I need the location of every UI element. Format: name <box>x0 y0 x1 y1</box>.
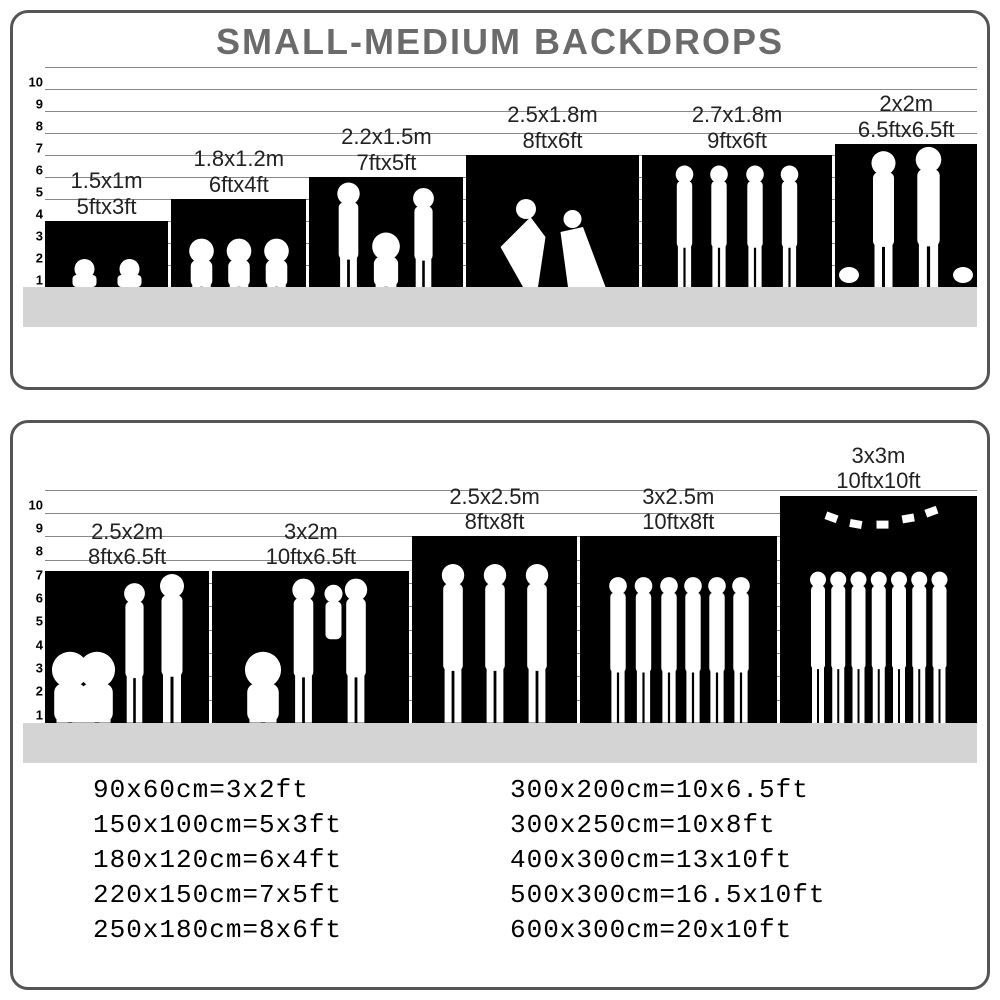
y-tick: 7 <box>36 567 43 582</box>
bars-top: 1.5x1m5ftx3ft1.8x1.2m6ftx4ft2.2x1.5m7ftx… <box>45 67 977 287</box>
conversion-right-col: 300x200cm=10x6.5ft300x250cm=10x8ft400x30… <box>510 773 927 948</box>
backdrop-bar <box>412 536 576 723</box>
backdrop-item: 1.8x1.2m6ftx4ft <box>171 67 306 287</box>
bottom-panel: 1 2 3 4 5 6 7 8 9 10 2.5x2m8ftx6.5ft3x2m10ftx6.5f… <box>10 420 990 990</box>
backdrop-label: 3x3m10ftx10ft <box>780 443 977 494</box>
y-tick: 9 <box>36 521 43 536</box>
y-tick: 8 <box>36 119 43 134</box>
backdrop-item: 2.5x2m8ftx6.5ft <box>45 443 209 723</box>
floor-top <box>23 287 977 327</box>
conversion-row: 500x300cm=16.5x10ft <box>510 878 927 913</box>
y-tick: 9 <box>36 97 43 112</box>
backdrop-bar <box>171 199 306 287</box>
y-axis-bottom: 1 2 3 4 5 6 7 8 9 10 <box>23 443 45 723</box>
conversion-row: 400x300cm=13x10ft <box>510 843 927 878</box>
backdrop-bar <box>45 221 168 287</box>
conversion-row: 180x120cm=6x4ft <box>93 843 510 878</box>
backdrop-bar <box>780 496 977 723</box>
backdrop-label: 2x2m6.5ftx6.5ft <box>835 91 977 142</box>
y-axis-top: 1 2 3 4 5 6 7 8 9 10 <box>23 67 45 287</box>
backdrop-item: 2.2x1.5m7ftx5ft <box>309 67 463 287</box>
y-tick: 1 <box>36 707 43 722</box>
conversion-table: 90x60cm=3x2ft150x100cm=5x3ft180x120cm=6x… <box>13 763 987 958</box>
backdrop-item: 3x3m10ftx10ft <box>780 443 977 723</box>
backdrop-item: 1.5x1m5ftx3ft <box>45 67 168 287</box>
backdrop-item: 3x2.5m10ftx8ft <box>580 443 777 723</box>
backdrop-item: 2.7x1.8m9ftx6ft <box>642 67 833 287</box>
backdrop-bar <box>212 571 409 723</box>
backdrop-label: 1.8x1.2m6ftx4ft <box>171 146 306 197</box>
conversion-row: 250x180cm=8x6ft <box>93 913 510 948</box>
bottom-chart: 1 2 3 4 5 6 7 8 9 10 2.5x2m8ftx6.5ft3x2m10ftx6.5f… <box>23 443 977 763</box>
y-tick: 2 <box>36 684 43 699</box>
conversion-row: 150x100cm=5x3ft <box>93 808 510 843</box>
backdrop-label: 1.5x1m5ftx3ft <box>45 168 168 219</box>
backdrop-bar <box>835 144 977 287</box>
backdrop-item: 2.5x2.5m8ftx8ft <box>412 443 576 723</box>
backdrop-bar <box>45 571 209 723</box>
y-tick: 5 <box>36 185 43 200</box>
y-tick: 6 <box>36 163 43 178</box>
conversion-row: 600x300cm=20x10ft <box>510 913 927 948</box>
y-tick: 2 <box>36 251 43 266</box>
y-tick: 4 <box>36 637 43 652</box>
backdrop-label: 3x2m10ftx6.5ft <box>212 519 409 570</box>
y-tick: 1 <box>36 273 43 288</box>
conversion-row: 90x60cm=3x2ft <box>93 773 510 808</box>
y-tick: 10 <box>29 497 43 512</box>
backdrop-item: 2x2m6.5ftx6.5ft <box>835 67 977 287</box>
y-tick: 5 <box>36 614 43 629</box>
backdrop-bar <box>580 536 777 723</box>
backdrop-item: 3x2m10ftx6.5ft <box>212 443 409 723</box>
backdrop-label: 2.2x1.5m7ftx5ft <box>309 124 463 175</box>
y-tick: 6 <box>36 591 43 606</box>
y-tick: 7 <box>36 141 43 156</box>
y-tick: 3 <box>36 661 43 676</box>
y-tick: 8 <box>36 544 43 559</box>
top-panel: SMALL-MEDIUM BACKDROPS 1 2 3 4 5 6 7 8 9 10 1.5x1… <box>10 10 990 390</box>
floor-bottom <box>23 723 977 763</box>
conversion-row: 220x150cm=7x5ft <box>93 878 510 913</box>
backdrop-label: 3x2.5m10ftx8ft <box>580 484 777 535</box>
y-tick: 4 <box>36 207 43 222</box>
y-tick: 3 <box>36 229 43 244</box>
backdrop-bar <box>642 155 833 287</box>
backdrop-bar <box>309 177 463 287</box>
backdrop-label: 2.5x2m8ftx6.5ft <box>45 519 209 570</box>
conversion-row: 300x250cm=10x8ft <box>510 808 927 843</box>
conversion-row: 300x200cm=10x6.5ft <box>510 773 927 808</box>
backdrop-label: 2.7x1.8m9ftx6ft <box>642 102 833 153</box>
page-title: SMALL-MEDIUM BACKDROPS <box>13 13 987 67</box>
top-chart: 1 2 3 4 5 6 7 8 9 10 1.5x1m5ftx3ft1.8x1.2m6ftx4ft… <box>23 67 977 327</box>
bars-bottom: 2.5x2m8ftx6.5ft3x2m10ftx6.5ft2.5x2.5m8ft… <box>45 443 977 723</box>
backdrop-item: 2.5x1.8m8ftx6ft <box>466 67 638 287</box>
y-tick: 10 <box>29 75 43 90</box>
backdrop-label: 2.5x1.8m8ftx6ft <box>466 102 638 153</box>
conversion-left-col: 90x60cm=3x2ft150x100cm=5x3ft180x120cm=6x… <box>93 773 510 948</box>
backdrop-label: 2.5x2.5m8ftx8ft <box>412 484 576 535</box>
backdrop-bar <box>466 155 638 287</box>
